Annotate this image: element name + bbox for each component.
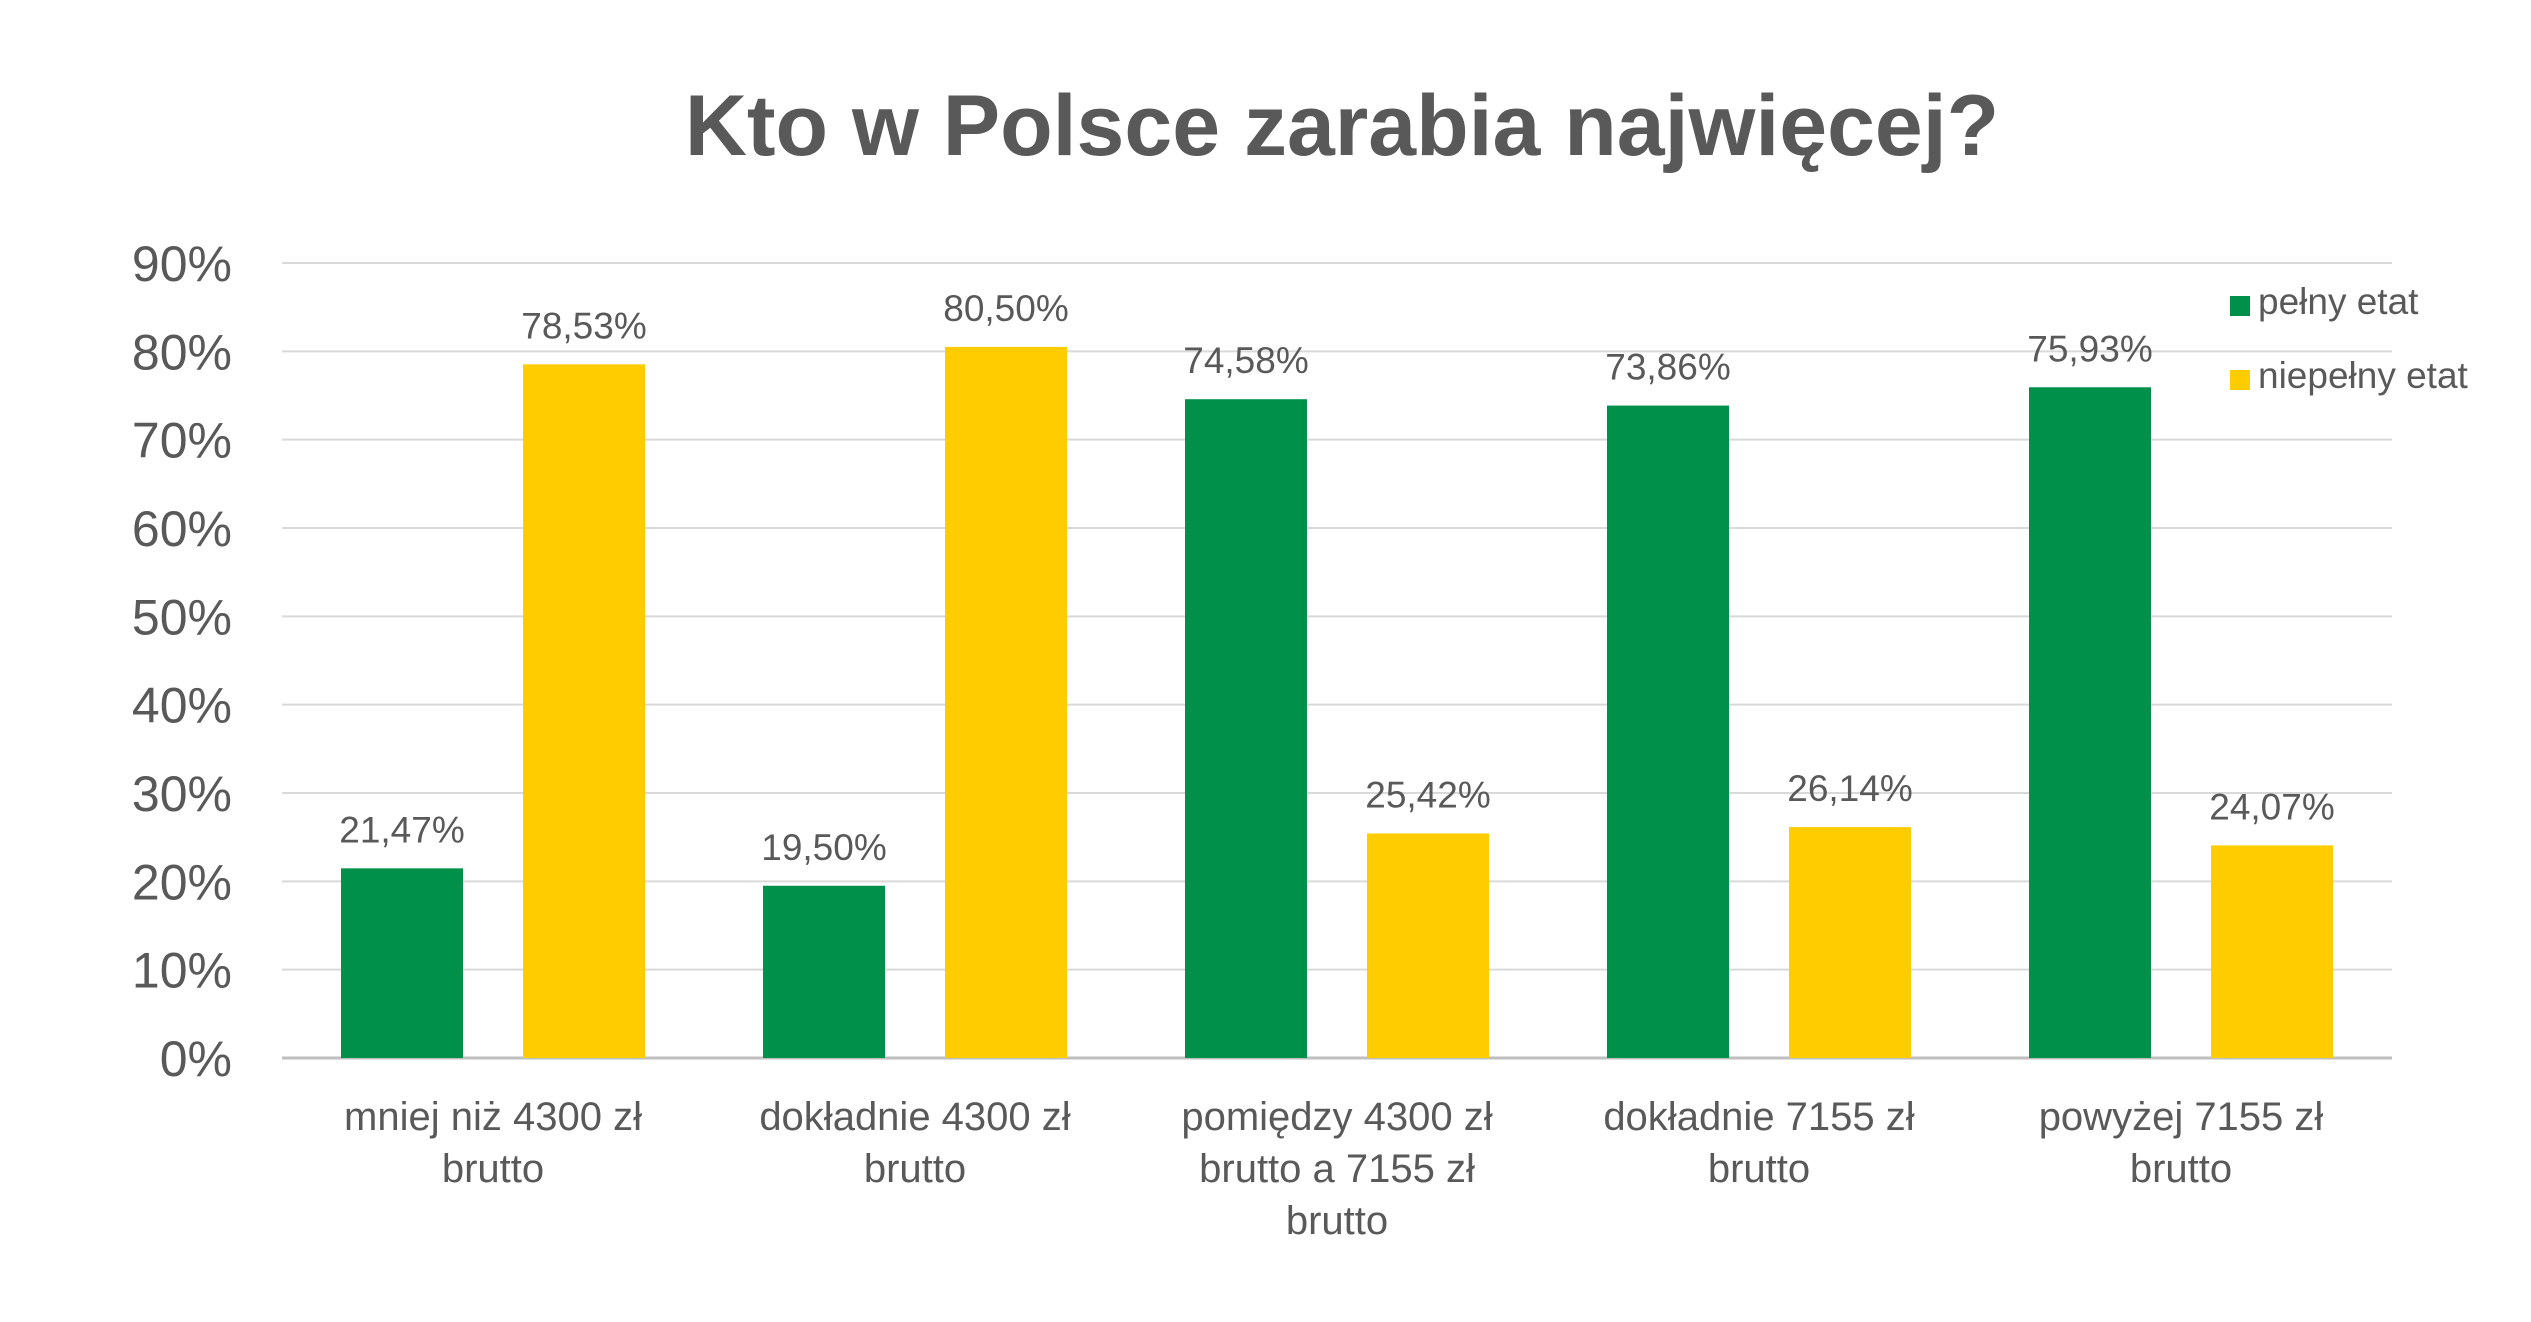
bar [523, 364, 645, 1058]
chart-title: Kto w Polsce zarabia najwięcej? [685, 78, 1999, 174]
bar [341, 868, 463, 1058]
y-tick-label: 80% [132, 324, 232, 380]
x-category-label: powyżej 7155 zł brutto [2039, 1095, 2324, 1191]
data-label: 19,50% [761, 827, 887, 868]
bar [1607, 405, 1729, 1058]
y-tick-label: 10% [132, 943, 232, 999]
data-label: 25,42% [1365, 774, 1491, 815]
x-category-label: dokładnie 4300 zł brutto [759, 1095, 1070, 1191]
y-tick-label: 40% [132, 678, 232, 734]
data-label: 74,58% [1183, 340, 1309, 381]
y-tick-label: 20% [132, 854, 232, 910]
data-labels: 21,47% 78,53% 19,50% 80,50% 74,58% 25,42% 73,8… [339, 288, 2335, 868]
bar [1367, 833, 1489, 1058]
legend-swatch [2230, 296, 2250, 316]
x-category-label: dokładnie 7155 zł brutto [1603, 1095, 1914, 1191]
bars [341, 346, 2333, 1059]
x-category-label: pomiędzy 4300 zł brutto a 7155 zł brutto [1181, 1095, 1492, 1243]
y-tick-label: 60% [132, 501, 232, 557]
data-label: 80,50% [943, 288, 1069, 329]
legend-swatch [2230, 370, 2250, 390]
bar [1185, 399, 1307, 1059]
y-axis-tick-labels: 0% 10% 20% 30% 40% 50% 60% 70% 80% 90% [132, 236, 232, 1087]
bar [2211, 845, 2333, 1058]
data-label: 21,47% [339, 809, 465, 850]
legend: pełny etat niepełny etat [2230, 281, 2469, 396]
legend-label: niepełny etat [2258, 355, 2469, 396]
legend-label: pełny etat [2258, 281, 2419, 322]
y-tick-label: 70% [132, 413, 232, 469]
y-tick-label: 50% [132, 589, 232, 645]
bar [945, 346, 1067, 1059]
y-tick-label: 90% [132, 236, 232, 292]
y-tick-label: 0% [160, 1031, 232, 1087]
data-label: 26,14% [1787, 768, 1913, 809]
data-label: 73,86% [1605, 347, 1731, 388]
data-label: 78,53% [521, 305, 647, 346]
data-label: 24,07% [2209, 786, 2335, 827]
x-category-label: mniej niż 4300 zł brutto [344, 1095, 642, 1191]
bar [1789, 827, 1911, 1058]
x-axis-category-labels: mniej niż 4300 zł brutto dokładnie 4300 zł… [344, 1095, 2323, 1243]
bar [763, 885, 885, 1058]
bar [2029, 387, 2151, 1058]
y-tick-label: 30% [132, 766, 232, 822]
data-label: 75,93% [2027, 328, 2153, 369]
